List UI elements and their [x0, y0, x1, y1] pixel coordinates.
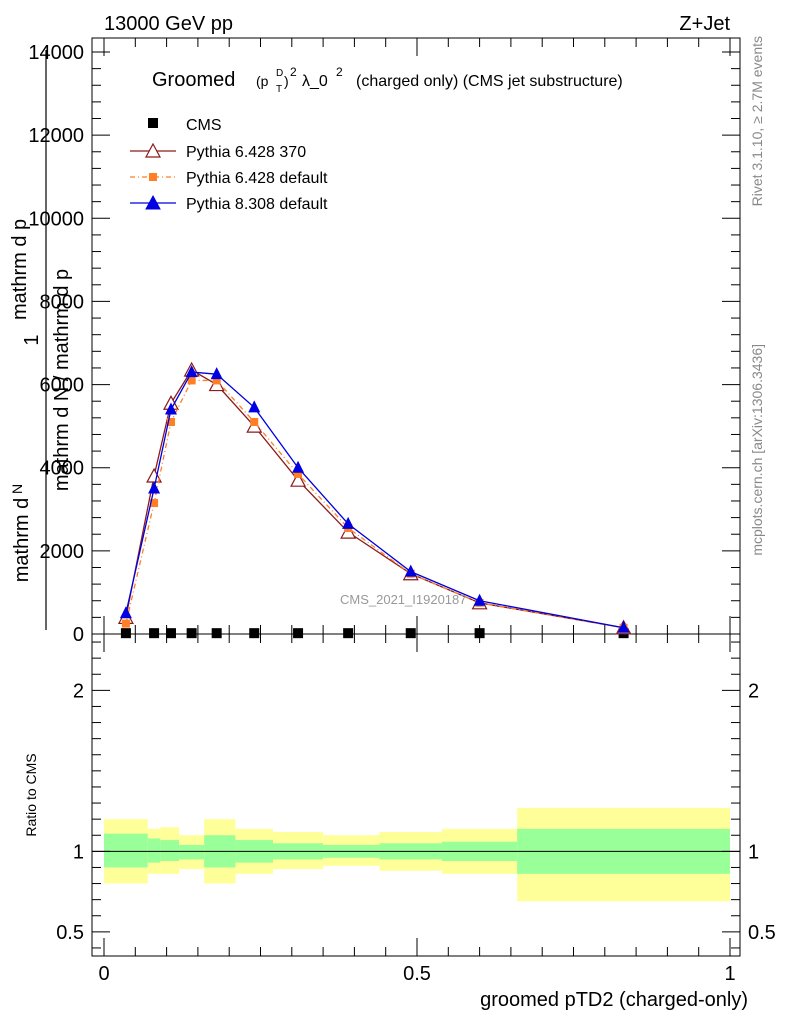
title-rest: (charged only) (CMS jet substructure) — [356, 73, 623, 90]
p8-default-point — [119, 606, 132, 619]
series-layer — [117, 361, 632, 639]
ratio-band-inner — [160, 840, 180, 862]
legend-marker-p6-default — [149, 173, 157, 181]
legend-label-p6-default: Pythia 6.428 default — [186, 170, 328, 187]
cms-data-point — [186, 628, 197, 639]
title-p: (p — [256, 73, 269, 89]
p8-default-point — [473, 593, 486, 606]
p8-default-point — [148, 481, 161, 494]
y-tick-label: 8000 — [40, 291, 85, 313]
ratio-y-tick-label: 2 — [73, 680, 84, 702]
x-tick-label: 0 — [98, 963, 109, 985]
ratio-y-tick-label: 1 — [73, 841, 84, 863]
cms-data-point — [249, 628, 260, 639]
p8-default-point — [164, 402, 177, 415]
y-tick-label: 0 — [73, 624, 84, 646]
analysis-watermark: CMS_2021_I1920187 — [340, 592, 467, 607]
ratio-axis-ticks: 0.5 0.5 1 1 2 2 — [56, 641, 776, 949]
header-left: 13000 GeV pp — [104, 13, 233, 35]
x-tick-label: 0.5 — [403, 963, 431, 985]
p6-default-point — [250, 417, 259, 426]
p8-default-point — [185, 365, 198, 378]
ylabel-bottom: mathrm d N / mathrm d p — [51, 269, 73, 491]
series-line-1 — [125, 369, 624, 629]
p6-default-point — [187, 376, 196, 385]
ylabel-top-num: mathrm d — [11, 498, 33, 582]
series-line-3 — [125, 371, 624, 629]
cms-data-point — [343, 628, 354, 639]
y-tick-label: 6000 — [40, 375, 85, 397]
cms-data-point — [165, 628, 176, 639]
y-tick-label: 4000 — [40, 458, 85, 480]
title-sup-2b: 2 — [336, 65, 343, 79]
title-lambda: λ_0 — [302, 73, 328, 90]
ylabel-frac: mathrm d p — [9, 219, 31, 320]
cms-data-point — [474, 628, 485, 639]
header-right: Z+Jet — [679, 13, 730, 35]
plot-title: Groomed (p D T ) 2 λ_0 2 (charged only) … — [152, 65, 623, 95]
ratio-y-tick-label-right: 2 — [748, 680, 759, 702]
title-sub-t: T — [276, 84, 282, 95]
p8-default-point — [617, 620, 630, 633]
title-close: ) — [284, 73, 289, 89]
cms-data-point — [293, 628, 304, 639]
y-tick-label: 10000 — [28, 208, 84, 230]
p6-default-point — [121, 619, 130, 628]
x-axis-label: groomed pTD2 (charged-only) — [480, 989, 748, 1011]
ratio-band-inner — [179, 844, 205, 860]
y-tick-label: 12000 — [28, 125, 84, 147]
legend-marker-p6-370 — [144, 142, 162, 158]
ylabel-top-n: N — [9, 484, 25, 494]
p6-default-point — [294, 469, 303, 478]
ratio-band-inner — [104, 833, 148, 868]
ratio-ylabel: Ratio to CMS — [23, 753, 39, 836]
p6-370-point — [290, 471, 307, 487]
ylabel-one: 1 — [21, 334, 43, 345]
legend-label-p8-default: Pythia 8.308 default — [186, 196, 328, 213]
p8-default-point — [248, 400, 261, 413]
ratio-band-inner — [147, 838, 161, 863]
side-label-rivet: Rivet 3.1.10, ≥ 2.7M events — [749, 36, 765, 206]
ratio-y-tick-label-right: 1 — [748, 841, 759, 863]
legend-label-p6-370: Pythia 6.428 370 — [186, 144, 306, 161]
title-sup-d: D — [276, 68, 283, 79]
p8-default-point — [210, 367, 223, 380]
p8-default-point — [342, 516, 355, 529]
cms-data-point — [211, 628, 222, 639]
title-main: Groomed — [152, 69, 235, 91]
p6-default-point — [150, 499, 159, 508]
legend-marker-cms — [148, 118, 158, 128]
main-axis-ticks: 0 2000 4000 6000 8000 10000 12000 14000 0 0.5 1 — [28, 38, 740, 985]
p8-default-point — [404, 564, 417, 577]
legend: CMS Pythia 6.428 370 Pythia 6.428 defaul… — [130, 117, 328, 213]
y-tick-label: 2000 — [40, 541, 85, 563]
title-sup-2: 2 — [290, 65, 297, 79]
cms-data-point — [405, 628, 416, 639]
p6-default-point — [212, 376, 221, 385]
y-tick-label: 14000 — [28, 42, 84, 64]
series-line-2 — [125, 379, 624, 629]
side-label-mcplots: mcplots.cern.ch [arXiv:1306.3436] — [749, 344, 765, 556]
cms-data-point — [120, 628, 131, 639]
legend-marker-p8-default — [145, 194, 161, 210]
p6-default-point — [166, 417, 175, 426]
ratio-y-tick-label: 0.5 — [56, 922, 84, 944]
main-ylabel: 1 mathrm d N mathrm d p mathrm d N / mat… — [9, 50, 73, 630]
ratio-bands — [92, 807, 740, 902]
ratio-y-tick-label-right: 0.5 — [748, 922, 776, 944]
p8-default-point — [292, 460, 305, 473]
ratio-plot-frame — [91, 633, 741, 957]
cms-data-point — [149, 628, 160, 639]
x-tick-label: 1 — [724, 963, 735, 985]
legend-label-cms: CMS — [186, 117, 222, 134]
